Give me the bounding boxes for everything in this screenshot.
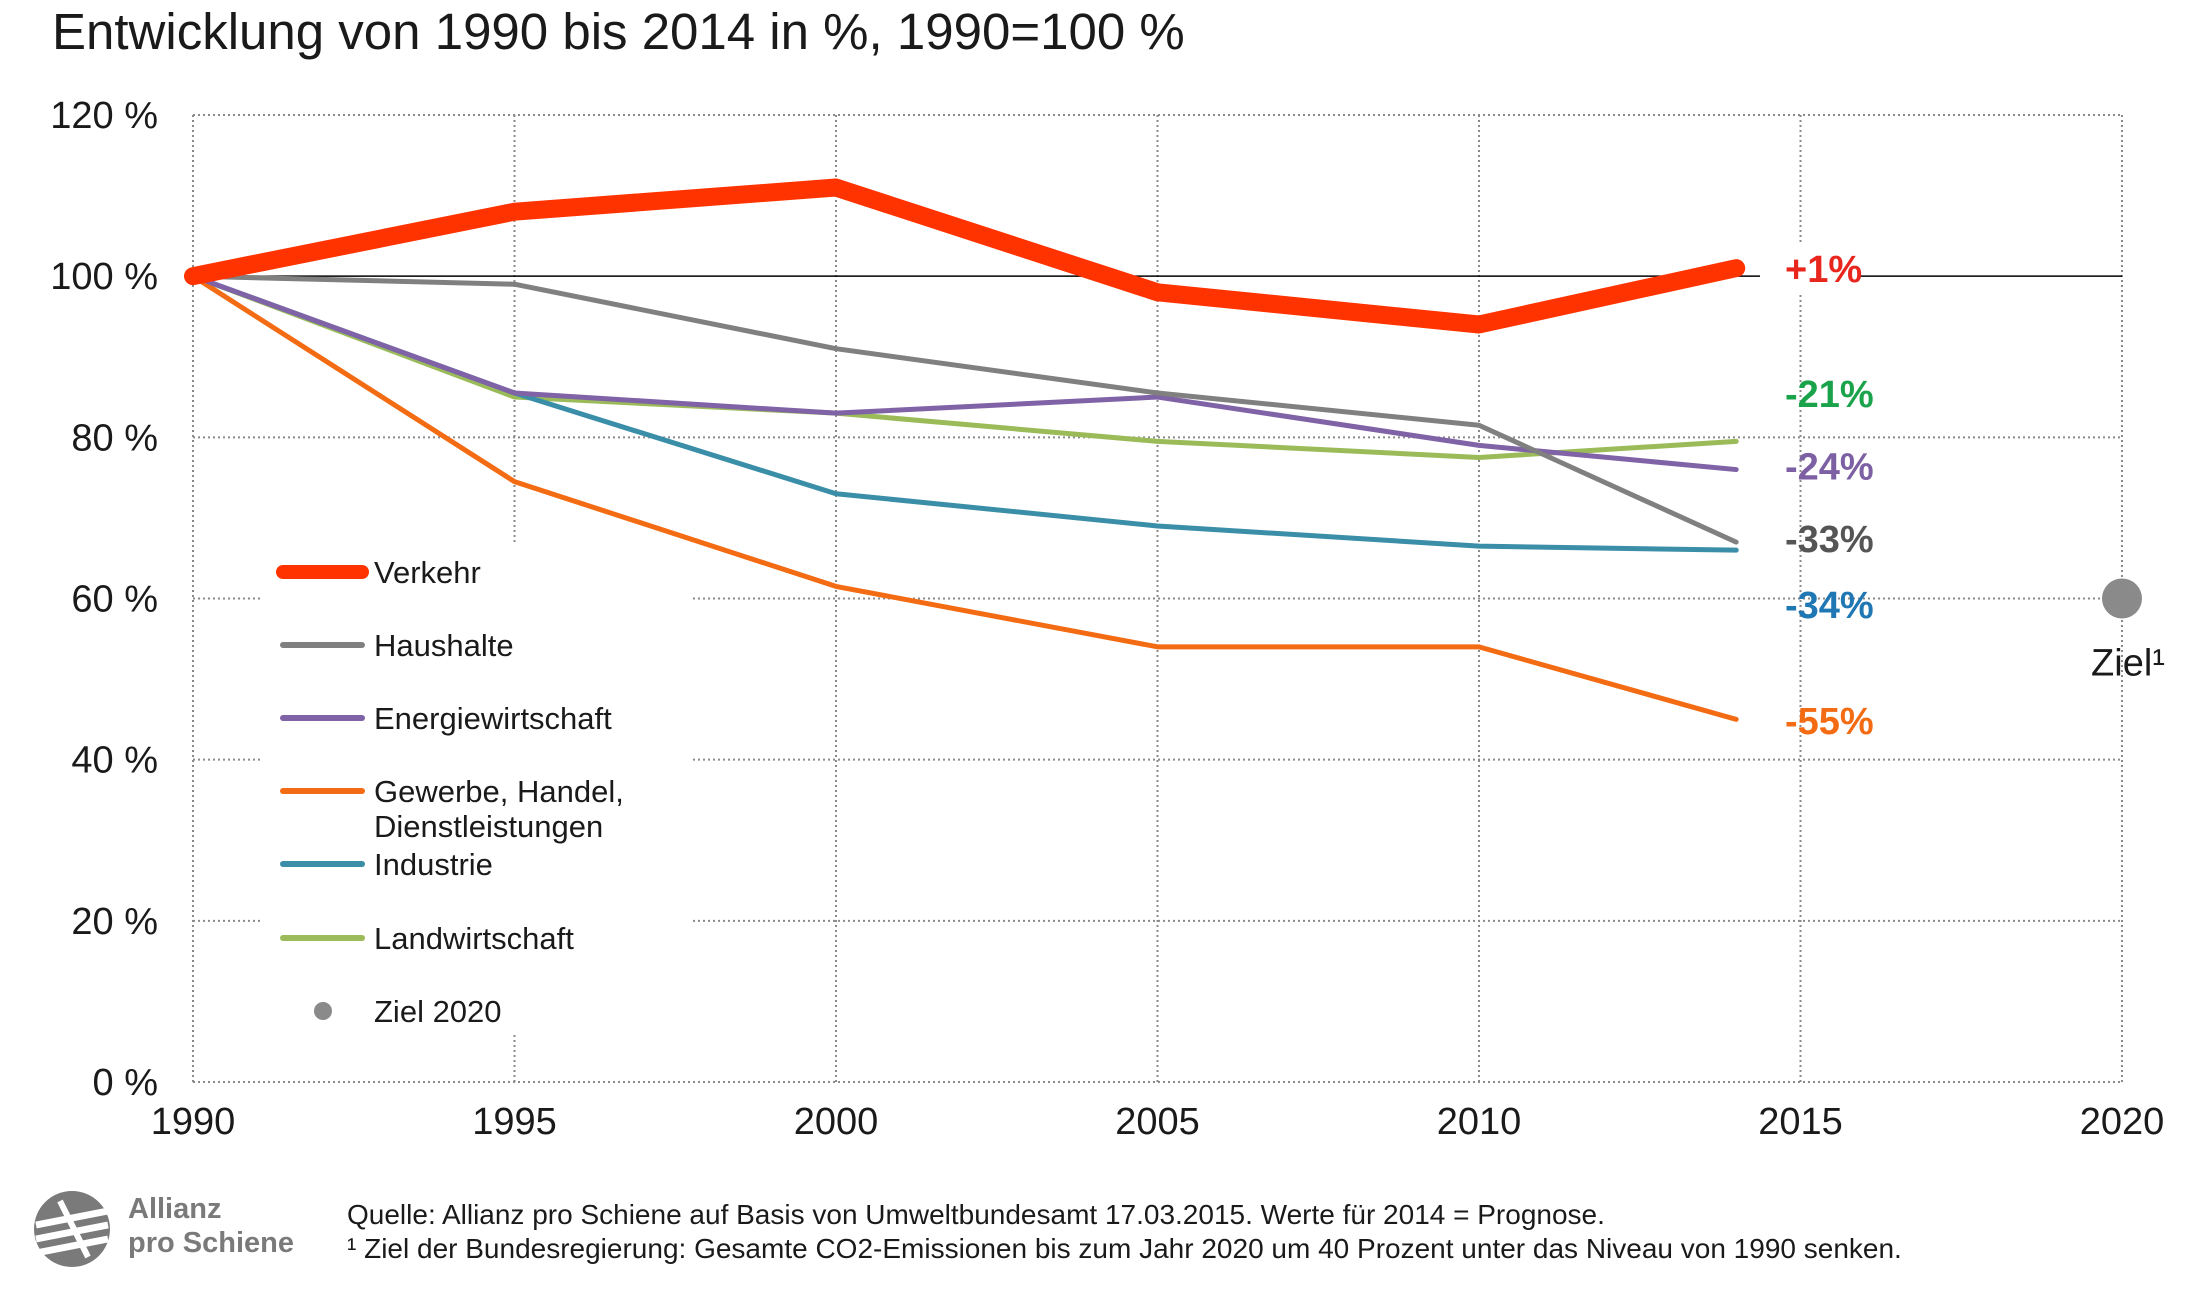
end-label: +1%: [1785, 249, 1862, 291]
end-label: -55%: [1785, 701, 1874, 743]
x-tick-label: 2015: [1758, 1101, 1843, 1143]
legend-label: Energiewirtschaft: [374, 701, 612, 736]
y-tick-label: 100 %: [50, 256, 158, 298]
legend-label: Haushalte: [374, 628, 514, 663]
end-labels: +1% -33% -24% -55% -34% -21%: [1760, 242, 1874, 743]
x-tick-label: 2000: [794, 1101, 879, 1143]
logo-text-line2: pro Schiene: [128, 1227, 294, 1259]
y-tick-label: 20 %: [71, 901, 158, 943]
y-tick-label: 40 %: [71, 740, 158, 782]
series-line: [184, 178, 1746, 334]
series-line: [190, 273, 1739, 460]
line-chart: Verkehr Haushalte Energiewirtschaft Gewerbe…: [50, 95, 2165, 1143]
footer: Allianz pro Schiene Quelle: Allianz pro …: [0, 1185, 2201, 1307]
y-tick-label: 0 %: [93, 1062, 158, 1104]
legend[interactable]: Verkehr Haushalte Energiewirtschaft Gewerbe…: [276, 555, 624, 1029]
legend-label: Landwirtschaft: [374, 921, 574, 956]
target-marker: Ziel¹: [2091, 578, 2165, 685]
legend-label: Gewerbe, Handel,: [374, 774, 624, 809]
legend-item[interactable]: Landwirtschaft: [280, 921, 574, 956]
series-line: [190, 273, 1739, 473]
x-tick-label: 1990: [151, 1101, 236, 1143]
x-tick-label: 1995: [472, 1101, 557, 1143]
series-lines: [184, 178, 1746, 722]
y-tick-label: 60 %: [71, 579, 158, 621]
legend-item[interactable]: Energiewirtschaft: [280, 701, 612, 736]
legend-item[interactable]: Ziel 2020: [314, 994, 502, 1029]
series-line: [190, 273, 1739, 722]
end-label: -21%: [1785, 374, 1874, 416]
target-dot: [2102, 578, 2142, 619]
legend-swatch-dot: [314, 1002, 332, 1020]
legend-item[interactable]: Verkehr: [276, 555, 481, 590]
legend-label: Industrie: [374, 847, 493, 882]
footnote-text: ¹ Ziel der Bundesregierung: Gesamte CO2-…: [347, 1233, 1902, 1264]
legend-label: Dienstleistungen: [374, 809, 603, 844]
x-tick-label: 2010: [1437, 1101, 1522, 1143]
y-tick-label: 80 %: [71, 417, 158, 459]
target-label: Ziel¹: [2091, 643, 2165, 685]
logo-icon: [34, 1191, 110, 1267]
logo-text-line1: Allianz: [128, 1193, 222, 1225]
legend-item[interactable]: Haushalte: [280, 628, 514, 663]
series-line: [190, 273, 1739, 545]
source-text: Quelle: Allianz pro Schiene auf Basis vo…: [347, 1199, 1605, 1230]
end-label: -33%: [1785, 519, 1874, 561]
end-label: -24%: [1785, 447, 1874, 489]
logo: Allianz pro Schiene: [30, 1185, 300, 1275]
legend-item[interactable]: Industrie: [280, 847, 493, 882]
x-tick-label: 2005: [1115, 1101, 1200, 1143]
chart-title: Entwicklung von 1990 bis 2014 in %, 1990…: [52, 3, 1185, 60]
legend-label: Verkehr: [374, 555, 481, 590]
legend-item[interactable]: Gewerbe, Handel,Dienstleistungen: [280, 774, 624, 844]
end-label-bg: [1760, 242, 1858, 295]
x-tick-label: 2020: [2080, 1101, 2165, 1143]
end-label: -34%: [1785, 585, 1874, 627]
y-tick-label: 120 %: [50, 95, 158, 137]
legend-label: Ziel 2020: [374, 994, 502, 1029]
axis-ticks: 1990 1995 2000 2005 2010 2015 2020 0 % 20 % 40 % 6…: [50, 95, 2164, 1143]
